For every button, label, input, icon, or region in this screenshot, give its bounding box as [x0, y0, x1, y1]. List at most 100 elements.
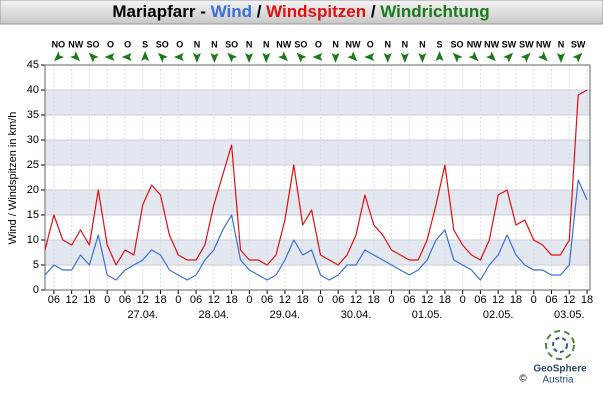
x-tick-label: 18	[368, 294, 380, 306]
x-tick-label: 12	[66, 294, 78, 306]
wind-direction-arrow	[400, 53, 409, 63]
wind-direction-arrow	[88, 52, 99, 63]
x-tick-label: 0	[104, 294, 110, 306]
chart-title: Mariapfarr - Wind / Windspitzen / Windri…	[112, 2, 489, 21]
plot-frame	[44, 64, 591, 291]
wind-direction-arrow	[537, 51, 548, 62]
wind-direction-arrow	[192, 53, 201, 63]
wind-direction-label: N	[419, 39, 426, 49]
wind-direction-arrow	[520, 52, 531, 63]
wind-direction-arrow	[503, 52, 514, 63]
title-part: Windrichtung	[380, 2, 489, 21]
wind-direction-arrow	[262, 53, 271, 63]
date-label: 27.04.	[127, 309, 158, 321]
logo-mark-inner	[552, 337, 568, 353]
x-tick-label: 12	[492, 294, 504, 306]
wind-direction-label: NW	[276, 39, 291, 49]
x-tick-label: 18	[581, 294, 593, 306]
logo: GeoSphere Austria ©	[519, 330, 587, 386]
date-label: 30.04.	[341, 309, 372, 321]
x-tick-label: 06	[48, 294, 60, 306]
y-tick-label: 25	[27, 159, 39, 171]
wind-direction-label: N	[332, 39, 339, 49]
wind-direction-label: O	[176, 39, 183, 49]
wind-direction-arrow	[383, 53, 392, 63]
x-tick-label: 12	[350, 294, 362, 306]
grid-band	[45, 240, 590, 265]
x-tick-label: 12	[208, 294, 220, 306]
title-part: Windspitzen	[266, 2, 366, 21]
x-tick-label: 12	[279, 294, 291, 306]
x-tick-label: 06	[261, 294, 273, 306]
title-part: Wind	[211, 2, 252, 21]
x-tick-label: 06	[474, 294, 486, 306]
wind-direction-arrow	[173, 53, 184, 61]
y-tick-label: 0	[33, 284, 39, 296]
wind-direction-label: O	[367, 39, 374, 49]
wind-direction-label: N	[263, 39, 270, 49]
y-tick-label: 40	[27, 84, 39, 96]
x-tick-label: 0	[531, 294, 537, 306]
x-tick-label: 0	[317, 294, 323, 306]
wind-direction-label: SO	[225, 39, 238, 49]
wind-direction-label: SW	[571, 39, 586, 49]
x-tick-label: 06	[403, 294, 415, 306]
wind-direction-arrow	[70, 51, 81, 62]
x-tick-label: 12	[137, 294, 149, 306]
wind-direction-label: N	[384, 39, 391, 49]
wind-direction-label: SW	[502, 39, 517, 49]
date-label: 03.05.	[554, 309, 585, 321]
wind-direction-label: NW	[484, 39, 499, 49]
y-tick-label: 35	[27, 109, 39, 121]
wind-direction-arrow	[141, 51, 150, 61]
copyright: ©	[519, 374, 527, 385]
y-tick-label: 15	[27, 209, 39, 221]
wind-direction-arrow	[121, 53, 132, 61]
x-tick-label: 18	[510, 294, 522, 306]
title-part: Mariapfarr -	[112, 2, 210, 21]
wind-direction-arrow	[418, 53, 427, 63]
wind-direction-label: SO	[86, 39, 99, 49]
wind-direction-arrow	[104, 53, 115, 61]
wind-direction-label: N	[402, 39, 409, 49]
x-tick-label: 18	[225, 294, 237, 306]
x-tick-label: 06	[190, 294, 202, 306]
y-tick-label: 45	[27, 59, 39, 71]
wind-direction-label: O	[107, 39, 114, 49]
wind-direction-label: SW	[519, 39, 534, 49]
wind-direction-label: N	[211, 39, 218, 49]
date-label: 02.05.	[483, 309, 514, 321]
wind-direction-label: SO	[156, 39, 169, 49]
wind-direction-label: O	[124, 39, 131, 49]
wind-direction-label: S	[437, 39, 443, 49]
date-label: 01.05.	[412, 309, 443, 321]
x-tick-label: 0	[460, 294, 466, 306]
wind-direction-arrow	[331, 53, 340, 63]
wind-direction-label: NW	[467, 39, 482, 49]
wind-direction-label: NO	[52, 39, 66, 49]
x-tick-label: 12	[421, 294, 433, 306]
wind-direction-arrow	[572, 52, 583, 63]
wind-direction-arrow	[245, 53, 254, 63]
wind-direction-label: SO	[451, 39, 464, 49]
y-tick-label: 30	[27, 134, 39, 146]
wind-direction-arrow	[452, 52, 463, 63]
wind-direction-label: N	[558, 39, 565, 49]
x-tick-label: 0	[175, 294, 181, 306]
y-tick-label: 10	[27, 234, 39, 246]
wind-direction-label: NW	[68, 39, 83, 49]
x-tick-label: 18	[439, 294, 451, 306]
wind-direction-arrow	[556, 53, 565, 63]
series-line	[44, 89, 588, 266]
title-bar	[0, 0, 603, 25]
wind-direction-arrow	[54, 51, 64, 62]
y-tick-label: 20	[27, 184, 39, 196]
x-tick-label: 06	[119, 294, 131, 306]
grid-band	[45, 90, 590, 115]
wind-direction-label: SO	[294, 39, 307, 49]
wind-direction-arrow	[158, 52, 168, 63]
x-tick-label: 0	[388, 294, 394, 306]
wind-direction-label: NW	[346, 39, 361, 49]
wind-direction-label: S	[142, 39, 148, 49]
logo-mark	[545, 330, 575, 360]
